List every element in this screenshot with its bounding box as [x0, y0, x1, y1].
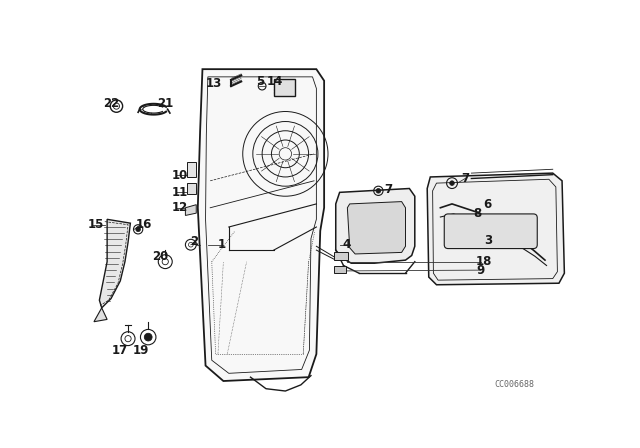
- Polygon shape: [94, 308, 107, 322]
- Text: 3: 3: [484, 233, 493, 246]
- Text: 2: 2: [190, 235, 198, 248]
- Text: 1: 1: [218, 238, 226, 251]
- Bar: [334, 266, 346, 273]
- Text: 4: 4: [342, 238, 350, 251]
- Circle shape: [136, 227, 140, 232]
- Text: 18: 18: [476, 255, 492, 268]
- Circle shape: [376, 189, 381, 193]
- Polygon shape: [428, 173, 564, 285]
- Text: 10: 10: [172, 169, 188, 182]
- Text: 6: 6: [483, 198, 492, 211]
- Text: 14: 14: [267, 75, 284, 88]
- Text: 16: 16: [136, 218, 152, 231]
- Text: 13: 13: [206, 77, 222, 90]
- Polygon shape: [186, 205, 196, 215]
- Text: 7: 7: [384, 183, 392, 196]
- Bar: [334, 252, 348, 260]
- Polygon shape: [348, 202, 406, 254]
- FancyBboxPatch shape: [444, 214, 537, 249]
- Text: 15: 15: [88, 218, 104, 231]
- Bar: [274, 79, 296, 96]
- Text: 11: 11: [172, 186, 188, 199]
- Polygon shape: [198, 69, 324, 381]
- Text: 21: 21: [157, 96, 173, 110]
- Text: 7: 7: [461, 172, 469, 185]
- Polygon shape: [336, 189, 415, 263]
- Text: 22: 22: [103, 96, 120, 110]
- Text: 8: 8: [474, 207, 482, 220]
- Polygon shape: [99, 220, 131, 308]
- Text: 17: 17: [112, 344, 129, 357]
- Text: 5: 5: [255, 75, 264, 88]
- Text: 9: 9: [476, 263, 484, 276]
- Text: 19: 19: [132, 344, 148, 357]
- Circle shape: [450, 181, 454, 185]
- Bar: [187, 162, 196, 177]
- Circle shape: [145, 333, 152, 341]
- Text: 12: 12: [172, 201, 188, 214]
- Bar: [187, 183, 196, 194]
- Text: CC006688: CC006688: [494, 380, 534, 389]
- Text: 20: 20: [152, 250, 168, 263]
